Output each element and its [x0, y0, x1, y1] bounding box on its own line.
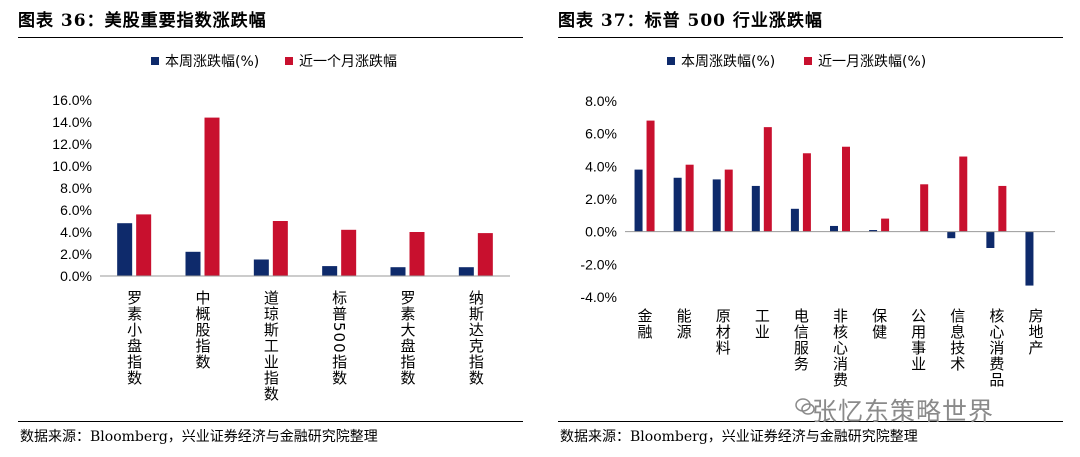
y-tick-label: 10.0%	[52, 158, 92, 174]
source-rule	[558, 421, 1063, 422]
bar-monthly	[685, 164, 694, 232]
y-tick-label: 16.0%	[52, 92, 92, 108]
bar-monthly	[802, 153, 811, 232]
bar-monthly	[136, 214, 152, 276]
legend-label: 近一个月涨跌幅	[299, 54, 397, 70]
wechat-icon	[795, 398, 815, 415]
legend-swatch	[285, 57, 293, 65]
bar-monthly	[341, 229, 357, 276]
legend-swatch	[804, 57, 812, 65]
y-tick-label: 6.0%	[585, 126, 617, 142]
x-category-label: 道琼斯工业指数	[262, 290, 280, 402]
bar-monthly	[646, 120, 655, 232]
y-tick-label: 2.0%	[60, 246, 92, 262]
x-category-label: 罗素大盘指数	[399, 290, 417, 386]
bar-monthly	[920, 184, 929, 232]
chart-title: 图表 36：美股重要指数涨跌幅	[18, 11, 267, 31]
title-rule	[18, 37, 523, 38]
bar-weekly	[673, 177, 682, 232]
x-category-label: 信息技术	[948, 308, 966, 372]
bar-weekly	[712, 179, 721, 232]
x-category-label: 非核心消费	[831, 308, 849, 388]
bar-monthly	[881, 218, 890, 232]
source-note: 数据来源：Bloomberg，兴业证券经济与金融研究院整理	[20, 429, 378, 445]
bar-monthly	[272, 221, 288, 276]
legend-swatch	[667, 57, 675, 65]
title-rule	[558, 37, 1063, 38]
y-tick-label: 4.0%	[60, 224, 92, 240]
y-tick-label: 14.0%	[52, 114, 92, 130]
source-note: 数据来源：Bloomberg，兴业证券经济与金融研究院整理	[560, 429, 918, 445]
y-tick-label: 2.0%	[585, 191, 617, 207]
legend: 本周涨跌幅(%) 近一月涨跌幅(%)	[667, 54, 926, 70]
legend-label: 近一月涨跌幅(%)	[818, 54, 926, 70]
chart-title: 图表 37：标普 500 行业涨跌幅	[558, 11, 823, 31]
x-category-label: 中概股指数	[194, 290, 212, 370]
bar-monthly	[477, 233, 493, 276]
legend: 本周涨跌幅(%) 近一个月涨跌幅	[151, 54, 397, 70]
y-tick-label: 0.0%	[60, 268, 92, 284]
x-category-label: 原材料	[714, 308, 732, 356]
x-category-label: 罗素小盘指数	[125, 290, 143, 386]
bar-monthly	[959, 156, 968, 232]
left-panel: 图表 36：美股重要指数涨跌幅 本周涨跌幅(%) 近一个月涨跌幅 16.0% 14.0…	[18, 11, 523, 445]
bar-monthly	[998, 185, 1007, 232]
bar-monthly	[763, 127, 772, 232]
legend-swatch	[151, 57, 159, 65]
x-category-label: 房地产	[1026, 308, 1044, 356]
bar-monthly	[724, 169, 733, 232]
y-tick-label: -4.0%	[580, 289, 617, 305]
x-category-label: 电信服务	[792, 308, 810, 372]
bar-weekly	[322, 266, 338, 276]
x-category-label: 能源	[675, 308, 693, 340]
watermark: 张忆东策略世界	[812, 397, 995, 426]
bar-weekly	[253, 259, 269, 276]
legend-label: 本周涨跌幅(%)	[165, 54, 259, 70]
bar-weekly	[1025, 231, 1034, 286]
sector-returns-chart: 本周涨跌幅(%) 近一月涨跌幅(%) 8.0% 6.0% 4.0% 2.0% 0.0% -2.…	[580, 54, 1055, 388]
bar-monthly	[842, 146, 850, 232]
x-category-label: 金融	[636, 308, 654, 340]
y-tick-label: 4.0%	[585, 158, 617, 174]
x-category-label: 保健	[870, 308, 888, 340]
y-tick-label: 8.0%	[60, 180, 92, 196]
source-rule	[18, 421, 523, 422]
y-tick-label: 8.0%	[585, 93, 617, 109]
y-tick-label: 6.0%	[60, 202, 92, 218]
x-category-label: 纳斯达克指数	[467, 290, 485, 386]
bar-weekly	[986, 231, 995, 248]
bar-weekly	[458, 267, 474, 276]
index-returns-chart: 本周涨跌幅(%) 近一个月涨跌幅 16.0% 14.0% 12.0% 10.0% 8.0% 6…	[52, 54, 510, 402]
bar-weekly	[830, 225, 838, 232]
bar-weekly	[185, 251, 201, 276]
bar-weekly	[634, 169, 643, 232]
x-category-label: 标普500指数	[330, 290, 348, 386]
right-panel: 图表 37：标普 500 行业涨跌幅 本周涨跌幅(%) 近一月涨跌幅(%) 8.0%…	[540, 0, 1080, 457]
bar-weekly	[790, 208, 799, 232]
y-tick-label: -2.0%	[580, 256, 617, 272]
y-tick-label: 12.0%	[52, 136, 92, 152]
bar-monthly	[409, 232, 425, 276]
bar-weekly	[869, 230, 878, 232]
bar-weekly	[117, 223, 133, 276]
bar-weekly	[751, 185, 760, 232]
y-tick-label: 0.0%	[585, 224, 617, 240]
x-category-label: 公用事业	[909, 308, 927, 372]
x-category-label: 工业	[753, 308, 771, 340]
bar-monthly	[204, 117, 220, 276]
legend-label: 本周涨跌幅(%)	[681, 54, 775, 70]
bar-weekly	[947, 231, 956, 239]
bar-weekly	[390, 267, 406, 276]
x-category-label: 核心消费品	[987, 308, 1005, 388]
